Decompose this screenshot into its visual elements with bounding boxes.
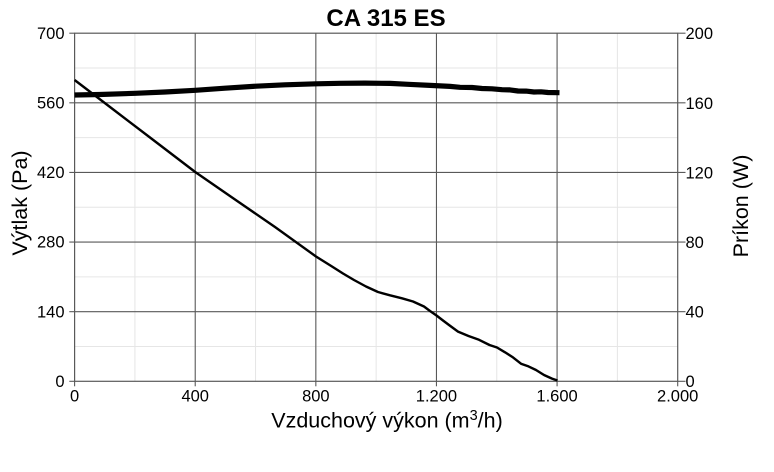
svg-text:1.200: 1.200: [416, 387, 457, 405]
svg-text:800: 800: [302, 387, 330, 405]
svg-text:0: 0: [70, 387, 79, 405]
svg-text:400: 400: [181, 387, 209, 405]
svg-text:140: 140: [37, 303, 65, 321]
svg-text:Vzduchový výkon (m3/h): Vzduchový výkon (m3/h): [271, 408, 503, 433]
svg-text:Výtlak (Pa): Výtlak (Pa): [8, 150, 32, 255]
svg-text:0: 0: [55, 373, 64, 391]
svg-text:200: 200: [686, 25, 714, 43]
svg-text:700: 700: [37, 25, 65, 43]
svg-text:1.600: 1.600: [536, 387, 577, 405]
svg-text:80: 80: [686, 234, 704, 252]
svg-text:40: 40: [686, 304, 704, 322]
svg-text:160: 160: [686, 95, 714, 113]
svg-text:Príkon (W): Príkon (W): [729, 155, 753, 258]
svg-text:CA 315 ES: CA 315 ES: [326, 5, 445, 32]
svg-text:0: 0: [686, 373, 695, 391]
svg-text:120: 120: [686, 164, 714, 182]
svg-text:2.000: 2.000: [657, 387, 698, 405]
svg-text:560: 560: [37, 95, 65, 113]
svg-text:420: 420: [37, 164, 65, 182]
svg-text:280: 280: [37, 234, 65, 252]
